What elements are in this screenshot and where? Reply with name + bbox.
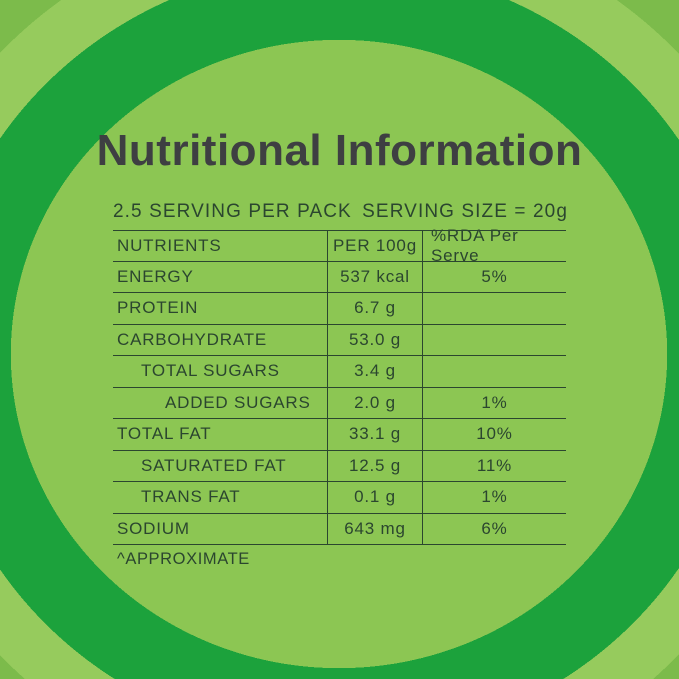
nutrient-name-cell: CARBOHYDRATE — [113, 325, 327, 356]
nutrient-name-cell: TOTAL SUGARS — [113, 356, 327, 388]
nutrient-name-cell: SODIUM — [113, 514, 327, 545]
nutrient-name-cell: PROTEIN — [113, 293, 327, 325]
rda-per-serve-value-cell — [423, 325, 566, 356]
serving-info: 2.5 SERVING PER PACK SERVING SIZE = 20g — [113, 201, 568, 223]
nutrition-table: NUTRIENTS PER 100g %RDA Per Serve ENERGY… — [113, 226, 566, 545]
column-header-rda-per-serve: %RDA Per Serve — [423, 226, 566, 265]
per-100g-value-cell: 12.5 g — [327, 450, 423, 482]
approximate-footnote: ^APPROXIMATE — [117, 550, 250, 568]
rda-per-serve-value-cell — [423, 293, 566, 325]
per-100g-value-cell: 3.4 g — [327, 356, 423, 388]
serving-per-pack: 2.5 SERVING PER PACK — [113, 201, 352, 222]
rda-per-serve-value-cell: 10% — [423, 419, 566, 451]
per-100g-value-cell: 53.0 g — [327, 324, 423, 356]
column-header-per-100g: PER 100g — [327, 230, 423, 262]
rda-per-serve-value-cell — [423, 356, 566, 388]
per-100g-value-cell: 537 kcal — [327, 261, 423, 293]
per-100g-value-cell: 0.1 g — [327, 482, 423, 514]
nutrient-name-cell: TOTAL FAT — [113, 419, 327, 451]
rda-per-serve-value-cell: 6% — [423, 514, 566, 545]
per-100g-value-cell: 643 mg — [327, 513, 423, 545]
rda-per-serve-value-cell: 1% — [423, 482, 566, 514]
per-100g-value-cell: 2.0 g — [327, 387, 423, 419]
page-title: Nutritional Information — [96, 126, 583, 175]
nutrient-name-cell: ADDED SUGARS — [113, 388, 327, 419]
column-header-nutrients: NUTRIENTS — [113, 230, 327, 262]
rda-per-serve-value-cell: 5% — [423, 262, 566, 293]
serving-size: SERVING SIZE = 20g — [362, 201, 568, 222]
nutrient-name-cell: TRANS FAT — [113, 482, 327, 514]
per-100g-value-cell: 33.1 g — [327, 419, 423, 451]
nutrient-name-cell: SATURATED FAT — [113, 451, 327, 482]
rda-per-serve-value-cell: 1% — [423, 388, 566, 419]
per-100g-value-cell: 6.7 g — [327, 293, 423, 325]
nutrient-name-cell: ENERGY — [113, 262, 327, 293]
rda-per-serve-value-cell: 11% — [423, 451, 566, 482]
